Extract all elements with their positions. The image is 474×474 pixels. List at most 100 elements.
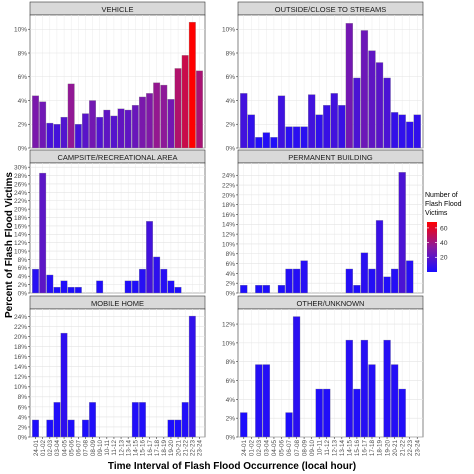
y-tick-label: 12% <box>222 321 235 328</box>
bar <box>406 260 414 294</box>
bar <box>247 114 255 149</box>
y-tick-label: 24% <box>14 190 27 197</box>
bar <box>383 339 391 438</box>
facet-panel: MOBILE HOME 0% 2% 4% 6% 8% 10% 12% 14% 16% 18% 20% 2… <box>14 295 206 457</box>
x-tick-label: 17-18 <box>369 440 376 457</box>
bar <box>406 121 414 149</box>
y-tick-label: 18% <box>222 202 235 209</box>
bar <box>89 100 96 149</box>
y-tick-label: 22% <box>14 198 27 205</box>
y-tick-label: 4% <box>18 98 28 105</box>
facet-title: OTHER/UNKNOWN <box>297 299 365 308</box>
bar <box>277 95 286 149</box>
bar <box>32 419 39 438</box>
bar <box>262 285 271 294</box>
bar <box>383 276 391 294</box>
x-tick-label: 14-15 <box>133 440 140 457</box>
x-tick-label: 04-05 <box>271 440 278 457</box>
y-tick-label: 18% <box>14 344 27 351</box>
y-tick-label: 22% <box>222 182 235 189</box>
bar <box>360 339 369 438</box>
x-tick-label: 06-07 <box>76 440 83 457</box>
x-tick-label: 10-11 <box>316 440 323 456</box>
bar <box>255 137 263 149</box>
bar <box>53 286 61 294</box>
bar <box>32 268 39 294</box>
bar <box>383 77 391 149</box>
bar <box>196 70 203 149</box>
bar <box>353 388 361 438</box>
bar <box>255 364 263 438</box>
bar <box>368 50 376 149</box>
bar <box>167 280 175 294</box>
bar <box>60 280 68 294</box>
bar <box>46 419 54 438</box>
y-tick-label: 0% <box>226 434 236 441</box>
y-tick-label: 8% <box>18 394 28 401</box>
y-tick-label: 8% <box>226 50 236 57</box>
bar <box>53 124 61 149</box>
y-tick-label: 6% <box>226 74 236 81</box>
y-tick-label: 6% <box>18 74 28 81</box>
bar <box>53 402 61 438</box>
y-tick-label: 10% <box>222 27 235 34</box>
x-tick-label: 05-06 <box>279 440 286 457</box>
x-tick-label: 20-21 <box>392 440 399 457</box>
y-tick-label: 0% <box>18 145 28 152</box>
bar <box>345 268 353 294</box>
y-tick-label: 8% <box>226 359 236 366</box>
y-tick-label: 10% <box>14 27 27 34</box>
bar <box>124 280 132 294</box>
x-tick-label: 24-01 <box>241 440 248 457</box>
bar <box>181 55 189 149</box>
y-tick-label: 6% <box>18 265 28 272</box>
x-tick-label: 05-06 <box>68 440 75 457</box>
y-tick-label: 4% <box>18 414 28 421</box>
bar <box>188 315 196 438</box>
x-tick-label: 16-17 <box>362 440 369 457</box>
bar <box>146 221 153 294</box>
bar <box>117 108 125 149</box>
x-tick-label: 13-14 <box>339 440 346 457</box>
bar <box>323 388 331 438</box>
y-tick-label: 22% <box>14 324 27 331</box>
y-tick-label: 10% <box>14 248 27 255</box>
y-tick-label: 12% <box>14 374 27 381</box>
bar <box>67 419 75 438</box>
legend-title: Number of <box>425 192 458 199</box>
y-tick-label: 0% <box>226 290 236 297</box>
y-tick-label: 12% <box>14 240 27 247</box>
legend-title: Victims <box>425 210 448 217</box>
legend-tick-label: 40 <box>440 240 448 247</box>
y-tick-label: 14% <box>14 232 27 239</box>
x-tick-label: 21-22 <box>182 440 189 457</box>
x-tick-label: 04-05 <box>61 440 68 457</box>
bar <box>292 268 301 294</box>
bar <box>292 316 301 438</box>
bar <box>375 62 384 149</box>
bar <box>300 260 308 294</box>
y-tick-label: 18% <box>14 215 27 222</box>
bar <box>46 122 54 149</box>
y-tick-label: 2% <box>226 281 236 288</box>
bar <box>375 220 384 294</box>
x-tick-label: 14-15 <box>347 440 354 457</box>
bar <box>398 388 406 438</box>
x-tick-label: 01-02 <box>249 440 256 457</box>
bar <box>330 93 338 149</box>
bar <box>390 112 399 149</box>
y-tick-label: 8% <box>226 251 236 258</box>
bar <box>345 339 353 438</box>
y-tick-label: 20% <box>14 334 27 341</box>
y-tick-label: 4% <box>226 98 236 105</box>
bar <box>181 402 189 438</box>
facet-title: VEHICLE <box>101 5 133 14</box>
bar <box>285 268 293 294</box>
bar <box>368 268 376 294</box>
bar <box>315 388 323 438</box>
x-tick-label: 20-21 <box>175 440 182 457</box>
y-tick-label: 20% <box>222 192 235 199</box>
bar <box>160 84 168 149</box>
bar <box>131 280 139 294</box>
